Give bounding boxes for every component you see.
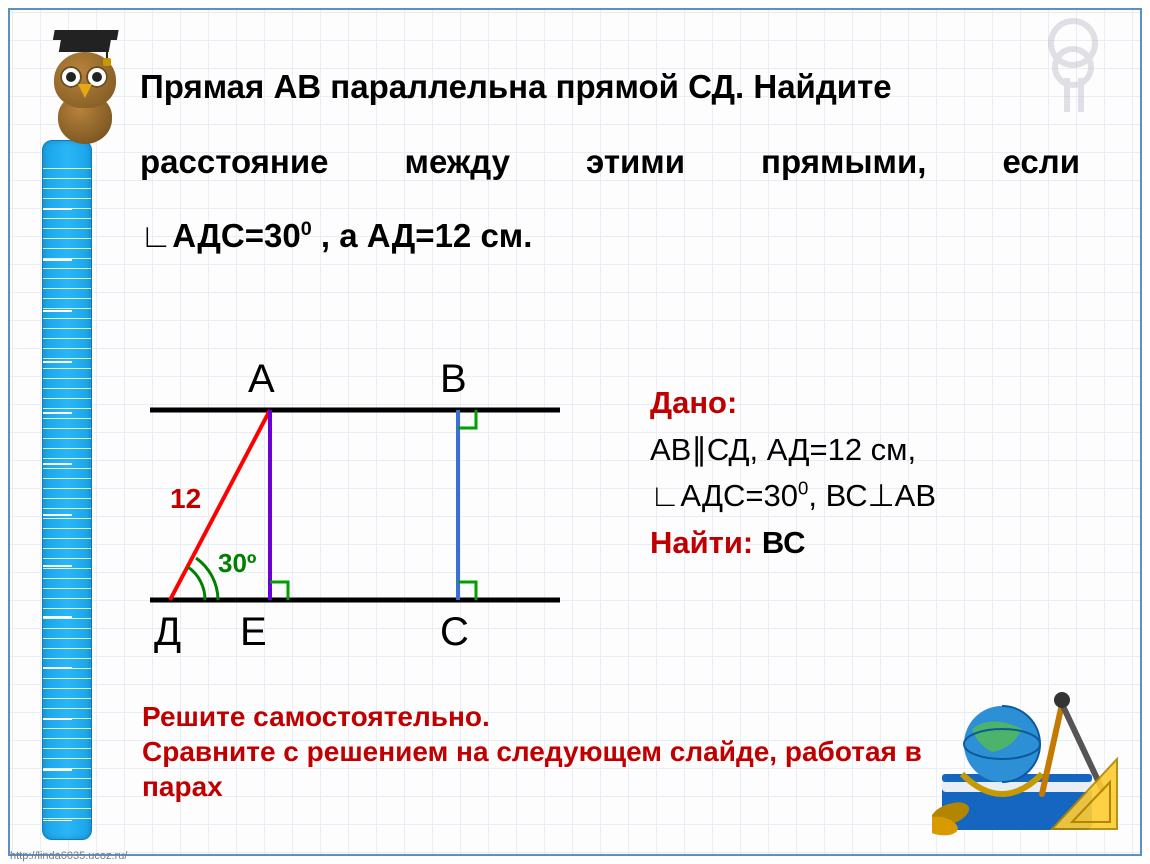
given-line-1: АВ∥СД, АД=12 см, [650,427,1120,474]
note-line-2: Сравните с решением на следующем слайде,… [142,734,922,804]
source-url: http://linda6035.ucoz.ru/ [10,850,127,862]
owl-decoration [46,38,124,148]
problem-line-3: ∟АДС=300 , а АД=12 см. [140,214,1080,259]
svg-text:Е: Е [240,610,267,654]
ruler-decoration [42,140,92,840]
note-line-1: Решите самостоятельно. [142,699,922,734]
solve-note: Решите самостоятельно. Сравните с решени… [142,699,922,804]
given-heading: Дано: [650,385,737,420]
tools-decoration [932,674,1122,844]
svg-text:30º: 30º [218,548,257,578]
geometry-diagram: А В С Д Е 12 30º [140,350,580,690]
svg-text:В: В [440,357,467,401]
svg-text:12: 12 [170,483,201,514]
problem-line-1: Прямая АВ параллельна прямой СД. Найдите [140,68,892,105]
find-line: Найти: ВС [650,520,1120,567]
given-line-2: ∟АДС=300, ВС⊥АВ [650,473,1120,520]
svg-text:А: А [248,357,275,401]
slide-frame: Прямая АВ параллельна прямой СД. Найдите… [8,8,1142,856]
svg-text:Д: Д [154,610,181,654]
svg-text:С: С [440,610,469,654]
problem-statement: Прямая АВ параллельна прямой СД. Найдите… [140,65,1080,259]
given-block: Дано: АВ∥СД, АД=12 см, ∟АДС=300, ВС⊥АВ Н… [650,380,1120,566]
problem-line-2: расстояние между этими прямыми, если [140,140,1080,185]
